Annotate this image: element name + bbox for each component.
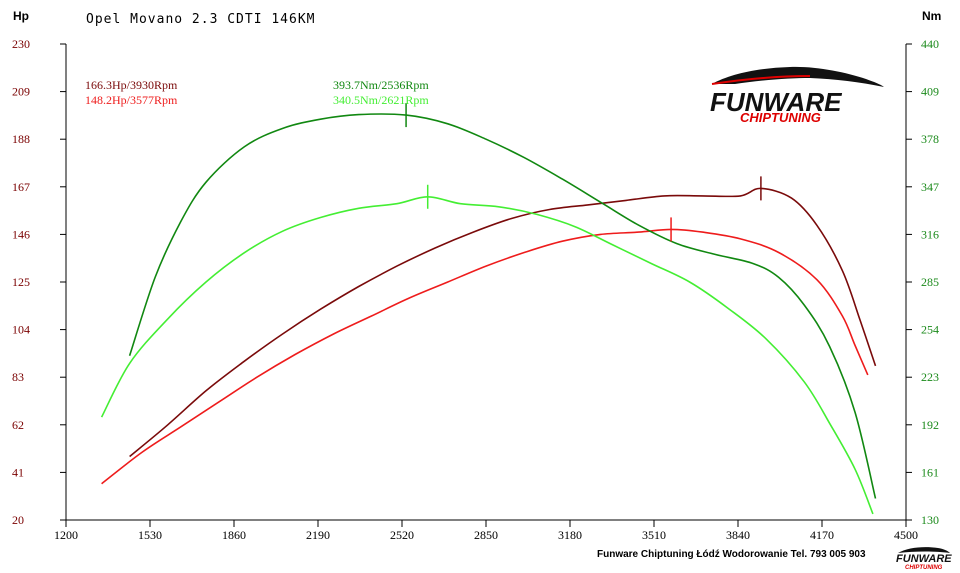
curve-series-2: [128, 113, 877, 499]
y-left-tick-label: 104: [12, 323, 30, 337]
y-left-tick-label: 125: [12, 275, 30, 289]
footer-text: Funware Chiptuning Łódź Wodorowanie Tel.…: [597, 549, 866, 560]
y-right-tick-label: 161: [921, 465, 939, 479]
right-axis-unit: Nm: [922, 9, 941, 23]
x-tick-label: 4170: [810, 528, 834, 542]
annotation-hp-tuned: 166.3Hp/3930Rpm: [85, 78, 178, 92]
x-tick-label: 4500: [894, 528, 918, 542]
axis-ticks: 20 41 62 83 104 125 146 167 188 209 230 130 161 192 22…: [12, 37, 939, 542]
x-tick-label: 2190: [306, 528, 330, 542]
y-left-tick-label: 41: [12, 465, 24, 479]
x-tick-label: 3180: [558, 528, 582, 542]
funware-logo: FUNWARE CHIPTUNING: [710, 66, 884, 125]
y-right-tick-label: 409: [921, 85, 939, 99]
left-axis-unit: Hp: [13, 9, 29, 23]
x-tick-label: 2520: [390, 528, 414, 542]
y-left-tick-label: 20: [12, 513, 24, 527]
y-left-tick-label: 62: [12, 418, 24, 432]
x-tick-label: 1860: [222, 528, 246, 542]
peak-markers: [405, 103, 762, 242]
annotation-nm-tuned: 393.7Nm/2536Rpm: [333, 78, 429, 92]
footer-logo-brand: FUNWARE: [896, 553, 952, 565]
y-right-tick-label: 192: [921, 418, 939, 432]
power-torque-curves: [100, 113, 877, 515]
x-tick-label: 3840: [726, 528, 750, 542]
x-tick-label: 3510: [642, 528, 666, 542]
x-tick-label: 2850: [474, 528, 498, 542]
footer-logo: FUNWARE CHIPTUNING: [896, 547, 952, 571]
y-right-tick-label: 378: [921, 132, 939, 146]
y-left-tick-label: 209: [12, 85, 30, 99]
footer-car-icon: [898, 547, 950, 553]
y-left-tick-label: 230: [12, 37, 30, 51]
y-right-tick-label: 285: [921, 275, 939, 289]
y-left-tick-label: 146: [12, 227, 30, 241]
y-right-tick-label: 347: [921, 180, 939, 194]
curve-series-0: [129, 187, 877, 458]
chart-title: Opel Movano 2.3 CDTI 146KM: [86, 12, 316, 27]
curve-series-3: [100, 196, 874, 515]
y-right-tick-label: 223: [921, 370, 939, 384]
y-left-tick-label: 188: [12, 132, 30, 146]
logo-sub: CHIPTUNING: [740, 110, 821, 125]
y-right-tick-label: 440: [921, 37, 939, 51]
y-left-tick-label: 83: [12, 370, 24, 384]
logo-brand: FUNWARE: [710, 87, 842, 117]
x-tick-label: 1200: [54, 528, 78, 542]
footer-logo-sub: CHIPTUNING: [905, 565, 943, 571]
curve-series-1: [101, 228, 869, 485]
x-tick-label: 1530: [138, 528, 162, 542]
y-right-tick-label: 130: [921, 513, 939, 527]
y-left-tick-label: 167: [12, 180, 30, 194]
y-right-tick-label: 316: [921, 227, 939, 241]
y-right-tick-label: 254: [921, 323, 939, 337]
annotation-nm-stock: 340.5Nm/2621Rpm: [333, 93, 429, 107]
annotation-hp-stock: 148.2Hp/3577Rpm: [85, 93, 178, 107]
peak-annotations: 166.3Hp/3930Rpm 148.2Hp/3577Rpm 393.7Nm/…: [85, 78, 429, 107]
